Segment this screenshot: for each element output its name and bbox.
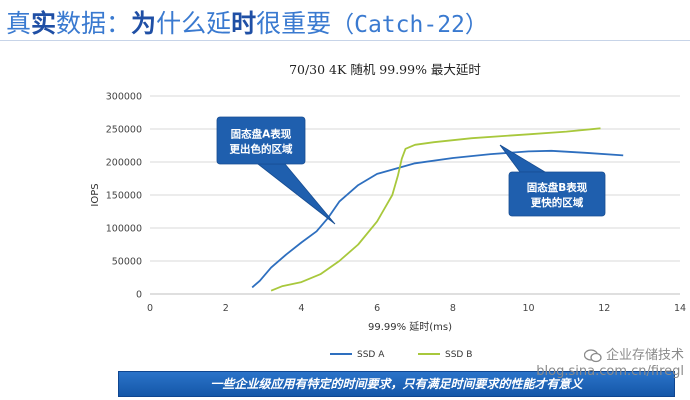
title-part-6: 时 <box>231 9 257 38</box>
y-tick-label-0: 0 <box>136 290 142 301</box>
title-part-8: （Catch-22） <box>331 12 488 38</box>
x-tick-label-2: 4 <box>298 303 304 314</box>
callout-1-line2: 更出色的区域 <box>230 143 293 156</box>
callout-1-line1: 固态盘A表现 <box>231 128 292 141</box>
y-tick-label-1: 50000 <box>112 257 142 268</box>
legend-label-2: SSD B <box>445 350 472 360</box>
title-part-3: 数据： <box>56 9 132 38</box>
x-tick-label-7: 14 <box>674 303 686 314</box>
y-axis-label: IOPS <box>90 183 101 206</box>
x-tick-label-1: 2 <box>223 303 229 314</box>
x-tick-label-0: 0 <box>147 303 153 314</box>
x-tick-label-3: 6 <box>374 303 380 314</box>
y-tick-label-4: 200000 <box>106 158 142 169</box>
wechat-icon <box>583 349 602 363</box>
x-tick-label-4: 8 <box>450 303 456 314</box>
legend-label-1: SSD A <box>357 350 385 360</box>
title-part-1: 真 <box>6 9 32 38</box>
x-tick-label-5: 10 <box>523 303 535 314</box>
y-tick-label-3: 150000 <box>106 191 142 202</box>
y-tick-label-2: 100000 <box>106 224 142 235</box>
slide-title: 真实数据：为什么延时很重要（Catch-22） <box>6 4 488 40</box>
watermark-name: 企业存储技术 <box>605 348 684 363</box>
callout-pointer-2 <box>499 144 547 173</box>
chart-series-group <box>251 127 624 292</box>
x-tick-label-6: 12 <box>598 303 610 314</box>
series-line-ssd-b <box>270 127 601 292</box>
bottom-banner: 一些企业级应用有特定的时间要求，只有满足时间要求的性能才有意义 <box>118 371 675 397</box>
callout-box-2 <box>508 171 606 217</box>
watermark: 企业存储技术 blog.sina.com.cn/firegl <box>494 348 684 380</box>
x-axis-label: 99.99% 延时(ms) <box>368 321 452 333</box>
title-part-5: 什么延 <box>156 9 232 38</box>
watermark-url: blog.sina.com.cn/firegl <box>536 364 684 379</box>
chart-legend: SSD A SSD B <box>330 350 472 360</box>
y-tick-label-6: 300000 <box>106 92 142 103</box>
callout-2-line2: 更快的区域 <box>531 196 584 209</box>
title-part-2: 实 <box>31 9 57 38</box>
title-divider <box>0 40 690 41</box>
callout-2-line1: 固态盘B表现 <box>527 181 588 194</box>
callout-pointer-1 <box>256 163 336 225</box>
latency-iops-chart: 70/30 4K 随机 99.99% 最大延时 0 50000 100000 1500… <box>90 62 686 360</box>
title-part-4: 为 <box>131 9 157 38</box>
title-part-7: 很重要 <box>256 9 332 38</box>
callout-box-1 <box>216 116 306 165</box>
chart-title: 70/30 4K 随机 99.99% 最大延时 <box>289 62 481 77</box>
y-tick-label-5: 250000 <box>106 125 142 136</box>
series-line-ssd-a <box>251 149 624 289</box>
chart-axes: 0 50000 100000 150000 200000 250000 300000 0 2 4 6… <box>90 92 686 334</box>
